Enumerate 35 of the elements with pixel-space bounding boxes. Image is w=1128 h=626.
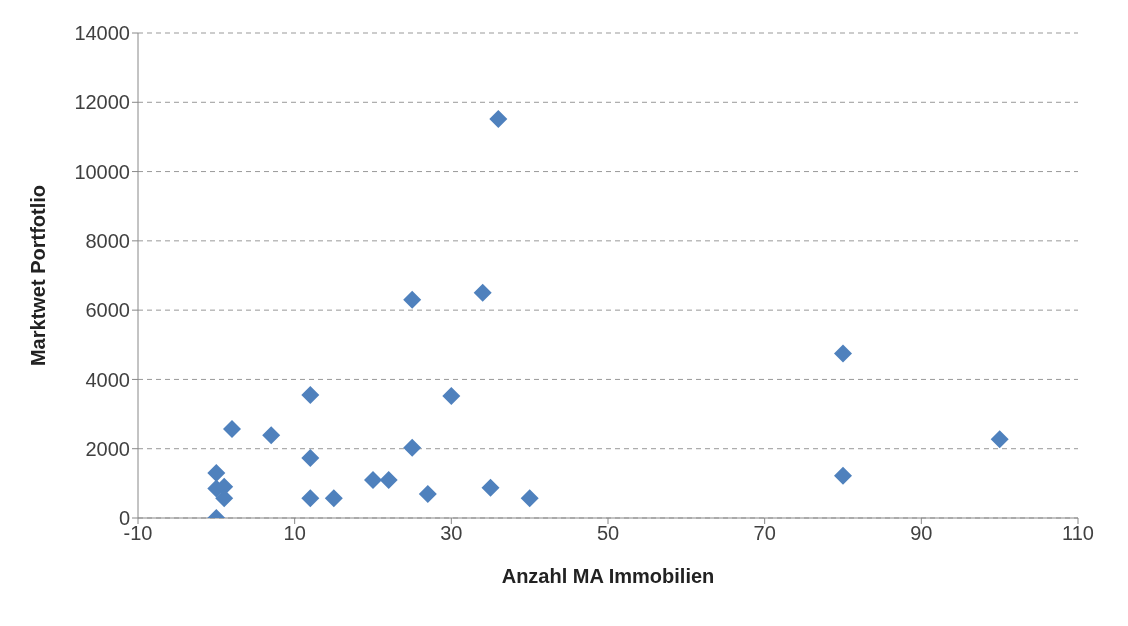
y-tick-label: 2000 (85, 437, 130, 460)
y-axis-title: Marktwet Portfotlio (27, 184, 50, 367)
x-tick-label: 10 (283, 522, 306, 545)
y-tick-label: 6000 (85, 299, 130, 322)
point (418, 485, 437, 504)
x-axis-title: Anzahl MA Immobilien (501, 565, 715, 587)
x-tick-label: 50 (596, 522, 620, 545)
point (834, 344, 852, 363)
point (990, 430, 1009, 449)
x-tick-label: 70 (753, 522, 776, 545)
point (481, 478, 500, 497)
point (324, 489, 343, 508)
point (301, 489, 320, 508)
y-tick-label: 8000 (85, 229, 130, 252)
point (489, 109, 508, 128)
point (403, 290, 422, 309)
point (301, 449, 320, 468)
x-tick-label: 110 (1062, 522, 1094, 545)
point (301, 386, 320, 405)
y-tick-label: 4000 (85, 368, 130, 391)
x-tick-label: 30 (440, 522, 463, 545)
x-tick-label: 90 (910, 522, 933, 545)
point (364, 470, 382, 489)
point (223, 419, 241, 438)
point (442, 387, 461, 406)
point (379, 470, 398, 489)
point (834, 466, 852, 485)
y-tick-label: 14000 (74, 22, 130, 45)
point (520, 489, 539, 508)
y-tick-label: 10000 (74, 160, 130, 183)
y-tick-label: 12000 (74, 91, 130, 114)
point (403, 438, 422, 457)
point (262, 426, 281, 445)
point (207, 463, 226, 482)
point (473, 283, 492, 302)
